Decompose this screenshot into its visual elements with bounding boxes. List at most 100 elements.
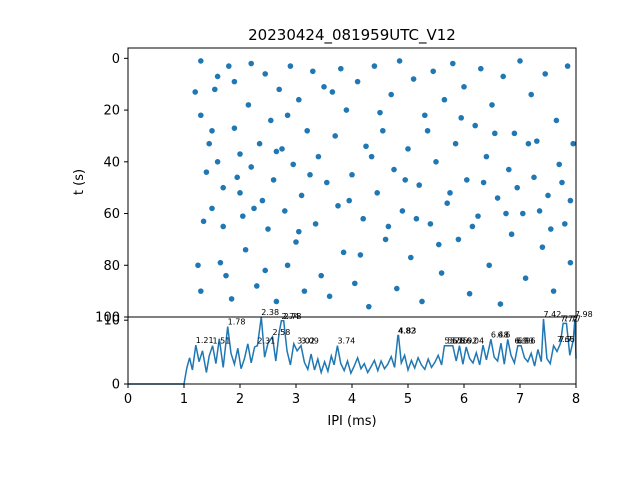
scatter-point xyxy=(346,197,353,204)
scatter-point xyxy=(396,58,403,64)
scatter-point xyxy=(226,63,232,69)
scatter-point xyxy=(335,202,341,209)
scatter-point xyxy=(567,197,574,204)
scatter-point xyxy=(228,296,235,302)
ipi-plot-area xyxy=(128,317,576,384)
scatter-point xyxy=(279,146,285,152)
scatter-point xyxy=(374,190,381,196)
scatter-point xyxy=(237,151,243,157)
scatter-point xyxy=(410,76,417,82)
scatter-point xyxy=(480,179,487,186)
scatter-point xyxy=(433,159,439,165)
scatter-point xyxy=(441,96,448,103)
scatter-point xyxy=(273,298,280,305)
scatter-point xyxy=(203,169,210,175)
ipi-x-tick-label: 7 xyxy=(516,392,524,407)
scatter-point xyxy=(357,252,364,258)
ipi-x-tick-label: 3 xyxy=(292,392,300,407)
scatter-point xyxy=(242,246,249,253)
scatter-point xyxy=(253,283,260,289)
scatter-point xyxy=(206,140,212,147)
scatter-point xyxy=(464,177,470,183)
ipi-x-tick-label: 2 xyxy=(236,392,244,407)
scatter-point xyxy=(466,290,473,297)
scatter-point xyxy=(195,262,201,269)
scatter-point xyxy=(251,205,257,212)
scatter-point xyxy=(430,68,437,75)
scatter-point xyxy=(424,127,431,134)
ipi-peak-label: 1.78 xyxy=(228,318,246,327)
scatter-point xyxy=(528,91,534,98)
scatter-point xyxy=(234,174,240,181)
scatter-point xyxy=(570,140,576,147)
scatter-point xyxy=(402,177,409,183)
ipi-peak-label: 5.92 xyxy=(460,337,478,346)
scatter-point xyxy=(522,275,529,282)
ipi-peak-label: 2.58 xyxy=(272,328,290,337)
scatter-point xyxy=(506,166,512,173)
ipi-peak-label: 4.83 xyxy=(398,327,416,336)
scatter-point xyxy=(298,192,305,199)
scatter-y-tick-label: 80 xyxy=(103,259,120,274)
scatter-point xyxy=(489,102,495,108)
scatter-point xyxy=(276,86,283,93)
ipi-peak-label: 5.8 xyxy=(453,337,466,346)
scatter-point xyxy=(349,171,355,178)
scatter-point xyxy=(343,107,350,113)
scatter-point xyxy=(268,117,274,124)
scatter-y-ticks: 0 20 40 60 80 100 xyxy=(95,52,128,326)
scatter-point xyxy=(363,143,369,150)
ipi-peak-label: 6.48 xyxy=(491,330,509,339)
scatter-point xyxy=(200,218,207,225)
scatter-point xyxy=(270,177,277,183)
scatter-point xyxy=(553,117,560,124)
ipi-peak-label: 6.9 xyxy=(514,337,527,346)
scatter-point xyxy=(542,71,548,77)
scatter-point xyxy=(198,58,204,64)
scatter-point xyxy=(296,228,302,235)
ipi-peak-label: 5.7 xyxy=(447,337,460,346)
scatter-point xyxy=(520,210,526,217)
scatter-point xyxy=(198,112,204,119)
ipi-peak-label: 2.38 xyxy=(261,308,279,317)
ipi-peak-label: 7.98 xyxy=(575,310,593,319)
scatter-point xyxy=(545,192,551,199)
ipi-x-tick-label: 4 xyxy=(348,392,356,407)
ipi-peak-label: 7.7 xyxy=(559,335,572,344)
scatter-point xyxy=(231,78,238,85)
scatter-point xyxy=(307,171,313,178)
scatter-point xyxy=(536,208,543,214)
scatter-point xyxy=(293,239,299,245)
scatter-point xyxy=(385,223,392,230)
scatter-point xyxy=(508,231,515,238)
ipi-peak-label: 5.65 xyxy=(444,337,462,346)
scatter-point xyxy=(447,190,453,196)
ipi-y-tick-label: 10 xyxy=(103,314,120,329)
scatter-point xyxy=(329,89,336,95)
scatter-point xyxy=(503,210,509,217)
scatter-point xyxy=(256,140,263,147)
ipi-peak-label: 6.04 xyxy=(466,337,484,346)
scatter-point xyxy=(492,130,498,137)
scatter-point xyxy=(461,83,467,90)
ipi-peak-label: 7.42 xyxy=(544,310,562,319)
scatter-point xyxy=(500,73,507,80)
scatter-y-tick-label: 60 xyxy=(103,207,120,222)
scatter-point xyxy=(304,127,311,134)
scatter-point xyxy=(422,112,428,119)
scatter-point xyxy=(262,71,269,77)
scatter-point xyxy=(212,86,218,93)
scatter-point xyxy=(262,267,269,274)
scatter-point xyxy=(354,78,361,85)
scatter-point xyxy=(405,146,411,152)
scatter-point xyxy=(360,215,367,222)
scatter-point xyxy=(214,159,221,165)
scatter-point xyxy=(416,182,423,188)
scatter-point xyxy=(531,174,537,181)
scatter-point xyxy=(564,63,571,69)
scatter-point xyxy=(511,130,518,137)
scatter-point xyxy=(332,133,339,139)
scatter-point xyxy=(259,197,266,204)
ipi-x-tick-label: 1 xyxy=(180,392,188,407)
ipi-y-tick-label: 0 xyxy=(112,378,120,393)
